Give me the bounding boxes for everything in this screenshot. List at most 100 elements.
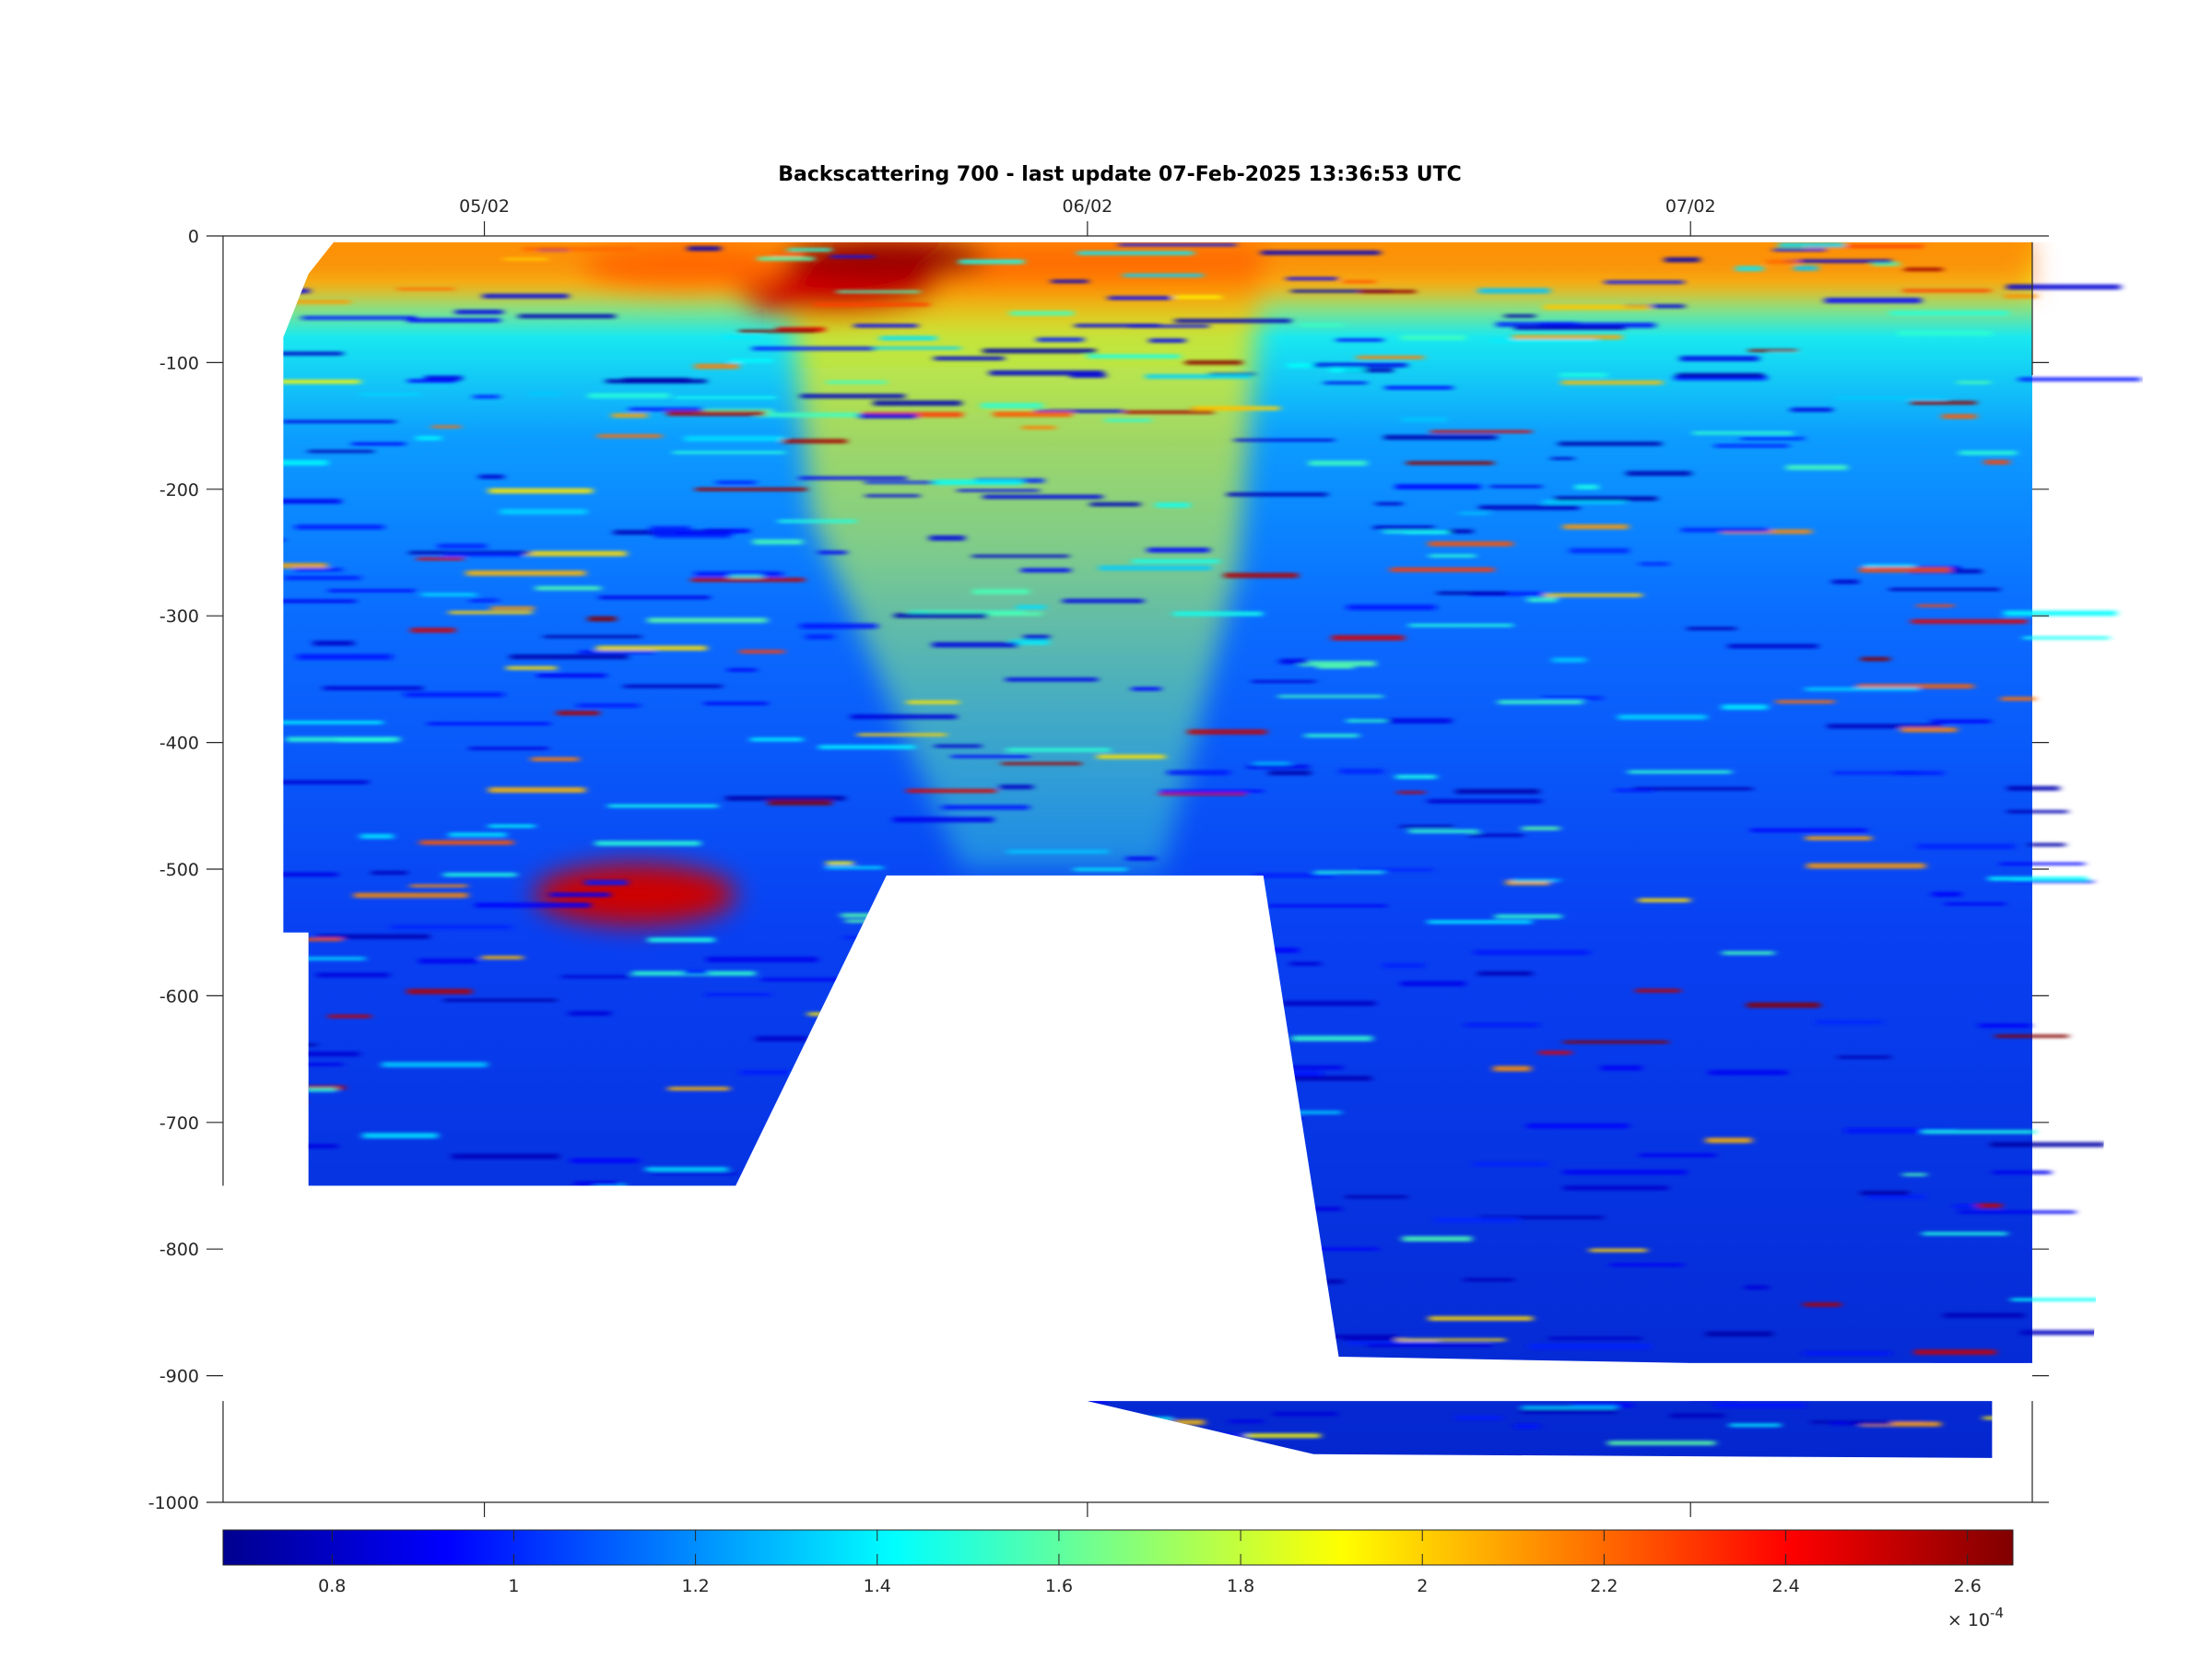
heatmap-streak bbox=[1251, 679, 1316, 683]
heatmap-streak bbox=[647, 937, 715, 943]
heatmap-streak bbox=[1003, 1041, 1032, 1045]
heatmap-streak bbox=[1375, 501, 1403, 506]
heatmap-streak bbox=[1714, 1403, 1806, 1408]
heatmap-streak bbox=[1280, 1076, 1372, 1081]
heatmap-streak bbox=[1382, 963, 1425, 969]
heatmap-streak bbox=[1006, 677, 1099, 682]
heatmap-streak bbox=[1990, 1142, 2106, 1147]
heatmap-streak bbox=[1455, 789, 1540, 794]
heatmap-streak bbox=[443, 872, 517, 877]
heatmap-streak bbox=[1816, 1019, 1883, 1025]
heatmap-streak bbox=[1001, 761, 1082, 766]
heatmap-streak bbox=[729, 359, 773, 363]
heatmap-streak bbox=[1263, 1114, 1302, 1120]
heatmap-streak bbox=[1705, 1331, 1773, 1337]
heatmap-streak bbox=[1766, 259, 1798, 265]
heatmap-streak bbox=[388, 1333, 432, 1337]
heatmap-streak bbox=[629, 406, 703, 412]
heatmap-streak bbox=[1498, 700, 1583, 705]
heatmap-streak bbox=[1548, 1336, 1642, 1340]
heatmap-streak bbox=[1465, 1023, 1539, 1027]
heatmap-streak bbox=[1554, 496, 1658, 501]
heatmap-streak bbox=[1472, 1161, 1549, 1167]
y-tick-label: -400 bbox=[159, 734, 199, 754]
heatmap-streak bbox=[283, 460, 328, 465]
heatmap-streak bbox=[1639, 1153, 1717, 1158]
heatmap-streak bbox=[1844, 1128, 1956, 1134]
heatmap-streak bbox=[705, 993, 771, 996]
heatmap-streak bbox=[1674, 375, 1767, 381]
heatmap-streak bbox=[734, 1258, 850, 1264]
heatmap-streak bbox=[548, 1274, 610, 1277]
heatmap-streak bbox=[1020, 1375, 1108, 1381]
heatmap-streak bbox=[1838, 1055, 1891, 1059]
heatmap-streak bbox=[1397, 791, 1425, 794]
heatmap-streak bbox=[1888, 587, 2001, 592]
heatmap-streak bbox=[1570, 547, 1630, 554]
heatmap-streak bbox=[1860, 1421, 1941, 1427]
heatmap-streak bbox=[1373, 525, 1434, 530]
heatmap-streak bbox=[569, 1011, 611, 1017]
heatmap-streak bbox=[1635, 988, 1681, 993]
heatmap-streak bbox=[982, 348, 1096, 354]
heatmap-streak bbox=[672, 451, 785, 454]
heatmap-streak bbox=[1544, 593, 1642, 597]
heatmap-streak bbox=[650, 525, 691, 530]
heatmap-streak bbox=[482, 293, 569, 299]
heatmap-streak bbox=[752, 539, 803, 545]
heatmap-streak bbox=[1289, 961, 1322, 966]
heatmap-streak bbox=[1270, 1344, 1313, 1348]
colorbar-tick-label: 2 bbox=[1417, 1576, 1428, 1596]
heatmap-streak bbox=[853, 324, 918, 328]
heatmap-streak bbox=[1861, 656, 1890, 662]
heatmap-streak bbox=[448, 832, 507, 837]
heatmap-streak bbox=[1558, 441, 1662, 446]
heatmap-streak bbox=[1238, 1362, 1300, 1367]
heatmap-streak bbox=[800, 623, 877, 629]
heatmap-streak bbox=[704, 701, 768, 706]
heatmap-streak bbox=[937, 1039, 1012, 1044]
heatmap-streak bbox=[578, 650, 655, 654]
heatmap-streak bbox=[1159, 789, 1264, 793]
heatmap-streak bbox=[642, 1353, 697, 1359]
heatmap-streak bbox=[1430, 429, 1532, 433]
heatmap-streak bbox=[761, 978, 846, 982]
heatmap-streak bbox=[1300, 323, 1344, 327]
heatmap-streak bbox=[755, 1036, 807, 1041]
colorbar-tick-label: 1 bbox=[508, 1576, 519, 1596]
heatmap-streak bbox=[468, 747, 548, 750]
heatmap-streak bbox=[1790, 407, 1833, 412]
heatmap-streak bbox=[1679, 356, 1759, 361]
heatmap-streak bbox=[681, 1237, 766, 1241]
heatmap-streak bbox=[1316, 665, 1355, 669]
heatmap-streak bbox=[2000, 697, 2036, 701]
heatmap-streak bbox=[1223, 1280, 1312, 1284]
heatmap-streak bbox=[1145, 374, 1252, 379]
heatmap-streak bbox=[1805, 687, 1919, 691]
heatmap-streak bbox=[1618, 714, 1707, 720]
heatmap-streak bbox=[971, 1080, 1009, 1084]
heatmap-streak bbox=[1902, 288, 1991, 293]
heatmap-streak bbox=[417, 557, 464, 561]
heatmap-streak bbox=[741, 1377, 842, 1382]
heatmap-streak bbox=[1051, 1077, 1092, 1082]
heatmap-streak bbox=[1124, 410, 1215, 415]
heatmap-streak bbox=[780, 1255, 894, 1259]
heatmap-streak bbox=[587, 393, 670, 399]
heatmap-streak bbox=[756, 1280, 862, 1285]
heatmap-streak bbox=[668, 1087, 730, 1091]
heatmap-streak bbox=[1917, 843, 2016, 850]
heatmap-streak bbox=[1009, 311, 1074, 316]
heatmap-streak bbox=[502, 1394, 532, 1400]
heatmap-streak bbox=[1331, 635, 1405, 641]
heatmap-streak bbox=[488, 488, 593, 494]
y-tick-label: 0 bbox=[188, 227, 199, 247]
heatmap-streak bbox=[670, 1238, 715, 1243]
heatmap-streak bbox=[989, 370, 1104, 376]
heatmap-streak bbox=[1729, 1423, 1782, 1428]
chart-title: Backscattering 700 - last update 07-Feb-… bbox=[778, 163, 1462, 186]
colorbar-tick-label: 2.2 bbox=[1590, 1576, 1618, 1596]
heatmap-streak bbox=[584, 879, 629, 886]
heatmap-streak bbox=[316, 934, 430, 939]
heatmap-streak bbox=[1522, 826, 1560, 830]
